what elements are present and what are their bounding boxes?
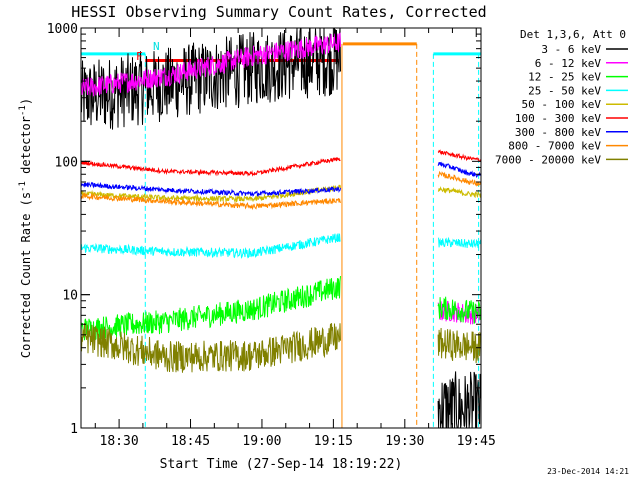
y-tick-label: 100: [55, 155, 78, 170]
series-line-8-seg0: [80, 323, 341, 373]
y-axis: 1 10 100 1000: [47, 22, 481, 437]
y-tick-label: 1: [70, 422, 78, 437]
series-line-3-seg0: [80, 233, 341, 259]
legend-entry-label: 7000 - 20000 keV: [495, 153, 601, 166]
chart-title: HESSI Observing Summary Count Rates, Cor…: [71, 3, 486, 21]
legend-entry-label: 300 - 800 keV: [515, 126, 601, 139]
series-line-8-seg1: [437, 327, 482, 364]
series-line-4-seg0: [80, 184, 341, 204]
legend-entry-label: 100 - 300 keV: [515, 112, 601, 125]
y-axis-label: Corrected Count Rate (s-1 detector-1): [18, 98, 33, 358]
legend-entry-label: 50 - 100 keV: [522, 98, 602, 111]
legend-entry-label: 3 - 6 keV: [541, 43, 601, 56]
series-line-6-seg0: [80, 181, 341, 197]
series-line-7-seg1: [437, 170, 482, 187]
flag-lines: [81, 42, 481, 428]
legend-entry-label: 6 - 12 keV: [535, 57, 602, 70]
series-line-2-seg0: [80, 276, 341, 341]
y-tick-label: 10: [62, 289, 78, 304]
x-axis-label: Start Time (27-Sep-14 18:19:22): [160, 457, 403, 472]
legend-entry-label: 12 - 25 keV: [528, 71, 601, 84]
series-line-1-seg0: [80, 32, 341, 97]
series-line-4-seg1: [437, 185, 482, 199]
legend-title: Det 1,3,6, Att 0: [520, 28, 626, 41]
x-tick-label: 19:00: [242, 434, 281, 449]
plot-frame: [80, 27, 482, 429]
series-line-0-seg1: [437, 371, 482, 429]
series-line-7-seg0: [80, 192, 341, 211]
timestamp: 23-Dec-2014 14:21: [547, 467, 629, 476]
flag-label: F: [136, 50, 143, 63]
series-line-6-seg1: [437, 161, 482, 179]
series-line-2-seg1: [437, 296, 482, 324]
x-tick-label: 18:45: [171, 434, 210, 449]
x-tick-label: 18:30: [100, 434, 139, 449]
series-layer: [80, 27, 482, 429]
x-tick-label: 19:15: [314, 434, 353, 449]
series-line-5-seg1: [437, 149, 482, 163]
y-tick-label: 1000: [47, 22, 78, 37]
flag-labels: FN: [136, 40, 160, 63]
legend-entry-label: 800 - 7000 keV: [508, 140, 601, 153]
series-line-5-seg0: [80, 156, 341, 177]
x-tick-label: 19:45: [457, 434, 496, 449]
plot-area: 1 10 100 1000 18:30 18:45 19:00 19:15 19:30 19:4…: [47, 22, 496, 449]
flag-label: N: [153, 40, 160, 53]
series-line-3-seg1: [437, 236, 482, 249]
x-axis: 18:30 18:45 19:00 19:15 19:30 19:45: [94, 28, 496, 449]
x-tick-label: 19:30: [385, 434, 424, 449]
legend-entry-label: 25 - 50 keV: [528, 84, 601, 97]
